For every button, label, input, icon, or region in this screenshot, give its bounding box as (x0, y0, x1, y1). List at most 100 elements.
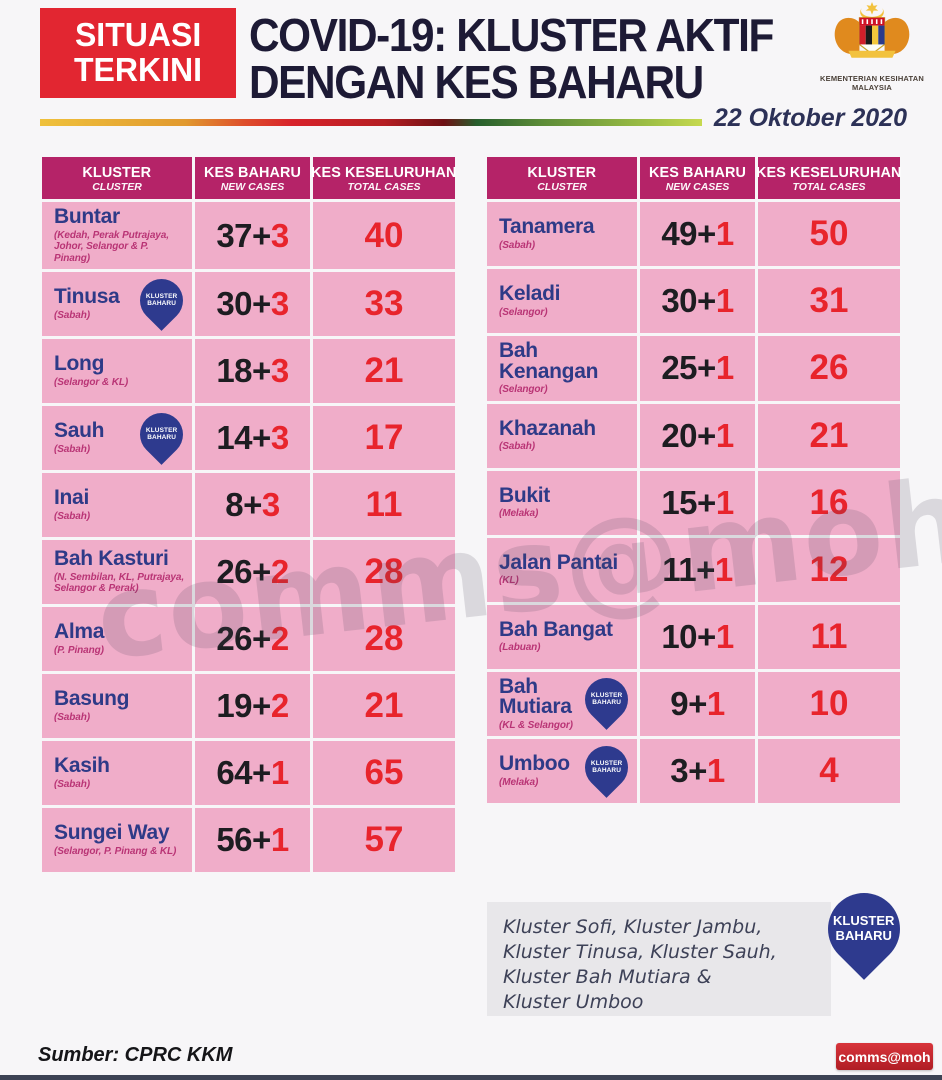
total-cases-cell: 26 (758, 336, 900, 401)
total-cases-cell: 31 (758, 269, 900, 333)
cluster-location: (P. Pinang) (54, 644, 104, 656)
total-cases-cell: 40 (313, 202, 455, 270)
total-cases-cell: 10 (758, 671, 900, 737)
new-cases-value: 1 (715, 215, 734, 252)
new-cases-cell: 49+ 1 (640, 202, 755, 266)
ministry-name-line2: MALAYSIA (851, 83, 893, 93)
cluster-location: (Selangor, P. Pinang & KL) (54, 845, 177, 857)
cluster-location: (KL) (499, 575, 519, 587)
cluster-name: Bukit (499, 483, 551, 507)
total-cases-cell: 11 (758, 604, 900, 669)
new-cases-cell: 18+ 3 (195, 339, 310, 404)
previous-cases-value: 9+ (670, 684, 707, 722)
previous-cases-value: 15+ (661, 483, 716, 521)
total-cases-cell: 21 (313, 674, 455, 739)
new-cases-cell: 10+ 1 (640, 604, 755, 669)
new-cases-cell: 14+ 3 (195, 406, 310, 471)
new-cases-cell: 15+ 1 (640, 470, 755, 535)
column-header-kluster: KLUSTER CLUSTER (487, 157, 637, 199)
cluster-text: Long (Selangor & KL) (54, 353, 128, 388)
previous-cases-value: 3+ (670, 752, 707, 790)
new-cases-cell: 9+ 1 (640, 671, 755, 737)
kluster-baharu-pin-label: KLUSTER BAHARU (590, 692, 623, 707)
kluster-baharu-pin-label: KLUSTER BAHARU (590, 759, 623, 775)
malaysia-coat-of-arms-icon (834, 2, 910, 58)
total-cases-cell: 50 (758, 202, 900, 266)
cluster-name: Basung (54, 687, 130, 711)
note-line-4: Kluster Umboo (503, 991, 644, 1014)
cluster-text: Basung (Sabah) (54, 687, 130, 723)
cluster-location: (Kedah, Perak Putrajaya, Johor, Selangor… (54, 229, 169, 264)
new-cases-cell: 26+ 2 (195, 540, 310, 605)
cluster-cell: Buntar (Kedah, Perak Putrajaya, Johor, S… (42, 202, 192, 270)
report-date: 22 Oktober 2020 (713, 104, 907, 132)
column-header-kes-baharu: KES BAHARU NEW CASES (195, 157, 310, 199)
cluster-location: (Sabah) (54, 309, 90, 321)
cluster-text: Keladi (Selangor) (499, 283, 561, 318)
new-cases-cell: 56+ 1 (195, 808, 310, 873)
cluster-cell: Khazanah (Sabah) (487, 403, 637, 468)
previous-cases-value: 11+ (662, 550, 715, 588)
cluster-name: Umboo (499, 752, 570, 776)
new-cases-cell: 8+ 3 (195, 473, 310, 538)
cluster-location: (Melaka) (499, 776, 539, 788)
total-cases-cell: 28 (313, 540, 455, 605)
new-cases-value: 3 (270, 285, 289, 323)
new-cases-value: 2 (270, 553, 289, 591)
cluster-text: Alma (P. Pinang) (54, 621, 104, 656)
cluster-name: Bah Mutiara (499, 674, 572, 719)
previous-cases-value: 19+ (216, 687, 271, 725)
cluster-cell: Basung (Sabah) (42, 674, 192, 739)
total-cases-cell: 17 (313, 406, 455, 471)
total-cases-cell: 28 (313, 607, 455, 672)
previous-cases-value: 20+ (661, 416, 716, 454)
cluster-cell: Bah Mutiara (KL & Selangor) KLUSTER BAHAR… (487, 669, 637, 737)
cluster-cell: Bah Bangat (Labuan) (487, 604, 637, 669)
cluster-cell: Alma (P. Pinang) (42, 607, 192, 672)
page-title: COVID-19: KLUSTER AKTIF DENGAN KES BAHAR… (249, 12, 778, 106)
new-cases-value: 1 (714, 550, 733, 588)
previous-cases-value: 18+ (216, 352, 271, 390)
cluster-text: Sungei Way (Selangor, P. Pinang & KL) (54, 822, 177, 857)
new-cases-cell: 20+ 1 (640, 403, 755, 468)
cluster-location: (Sabah) (54, 443, 90, 455)
cluster-name: Khazanah (499, 416, 596, 440)
rainbow-divider (40, 119, 702, 126)
cluster-text: Tanamera (Sabah) (499, 216, 595, 251)
new-cases-value: 1 (715, 349, 734, 387)
cluster-location: (Sabah) (54, 711, 90, 723)
new-cases-value: 1 (715, 416, 734, 454)
kluster-baharu-pin-label: KLUSTER BAHARU (145, 426, 178, 442)
previous-cases-value: 30+ (216, 285, 271, 323)
previous-cases-value: 8+ (225, 486, 262, 524)
page-title-line2: DENGAN KES BAHARU (249, 55, 704, 108)
previous-cases-value: 64+ (216, 754, 271, 792)
total-cases-cell: 57 (313, 808, 455, 873)
total-cases-cell: 21 (758, 403, 900, 468)
cluster-location: (N. Sembilan, KL, Putrajaya, Selangor & … (54, 571, 185, 595)
cluster-location: (Melaka) (499, 508, 539, 520)
total-cases-cell: 12 (758, 537, 900, 602)
cluster-text: Kasih (Sabah) (54, 755, 110, 790)
cluster-cell: Tinusa (Sabah) KLUSTER BAHARU (42, 269, 192, 337)
kluster-baharu-pin-icon: KLUSTER BAHARU (131, 403, 192, 465)
new-cases-cell: 11+ 1 (640, 537, 755, 602)
cluster-cell: Bah Kenangan (Selangor) (487, 336, 637, 401)
cluster-location: (Sabah) (54, 510, 90, 522)
column-header-kes-keseluruhan: KES KESELURUHAN TOTAL CASES (756, 157, 902, 199)
new-cases-cell: 30+ 1 (640, 269, 755, 333)
new-cases-value: 1 (706, 684, 725, 722)
total-cases-cell: 65 (313, 741, 455, 806)
note-line-2: Kluster Tinusa, Kluster Sauh, (503, 941, 777, 964)
new-cases-value: 2 (270, 687, 289, 725)
cluster-cell: Jalan Pantai (KL) (487, 537, 637, 602)
cluster-name: Bah Kenangan (499, 339, 599, 383)
total-cases-cell: 4 (758, 739, 900, 804)
previous-cases-value: 25+ (661, 349, 716, 387)
cluster-text: Umboo (Melaka) (499, 752, 570, 788)
previous-cases-value: 26+ (216, 553, 271, 591)
cluster-text: Buntar (Kedah, Perak Putrajaya, Johor, S… (54, 206, 186, 264)
cluster-cell: Bah Kasturi (N. Sembilan, KL, Putrajaya,… (42, 540, 192, 605)
new-cases-cell: 3+ 1 (640, 739, 755, 804)
cluster-text: Khazanah (Sabah) (499, 416, 596, 453)
